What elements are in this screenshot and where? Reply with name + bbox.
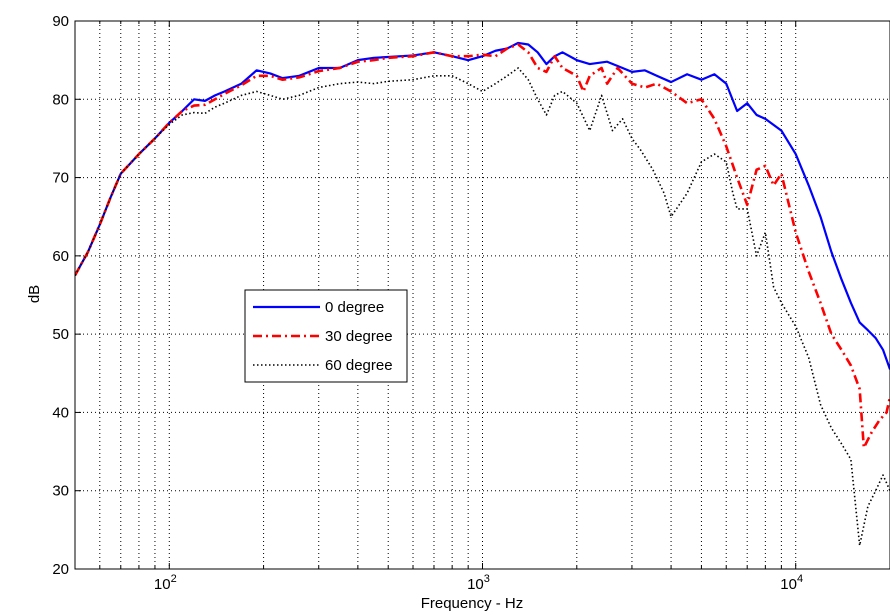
y-tick-label: 90 xyxy=(52,13,69,30)
x-tick-label: 103 xyxy=(467,573,490,593)
legend-label-1: 0 degree xyxy=(325,299,384,316)
x-tick-label: 102 xyxy=(154,573,177,593)
y-tick-label: 50 xyxy=(52,326,69,343)
y-tick-label: 20 xyxy=(52,561,69,578)
y-tick-label: 60 xyxy=(52,248,69,265)
legend-label-2: 30 degree xyxy=(325,328,393,345)
x-tick-label: 104 xyxy=(780,573,803,593)
series-group xyxy=(75,41,890,547)
series-line-3 xyxy=(75,67,890,547)
series-line-1 xyxy=(75,41,890,370)
y-axis-title: dB xyxy=(26,285,43,303)
grid xyxy=(75,21,890,569)
y-tick-label: 30 xyxy=(52,483,69,500)
series-line-2 xyxy=(75,43,890,449)
legend: 0 degree 30 degree 60 degree xyxy=(244,289,408,383)
axes: 20 30 40 50 60 70 80 90 102 103 104 xyxy=(52,13,890,593)
x-axis-title: Frequency - Hz xyxy=(421,595,524,612)
legend-label-3: 60 degree xyxy=(325,357,393,374)
y-tick-label: 40 xyxy=(52,404,69,421)
y-tick-label: 70 xyxy=(52,170,69,187)
y-tick-label: 80 xyxy=(52,91,69,108)
